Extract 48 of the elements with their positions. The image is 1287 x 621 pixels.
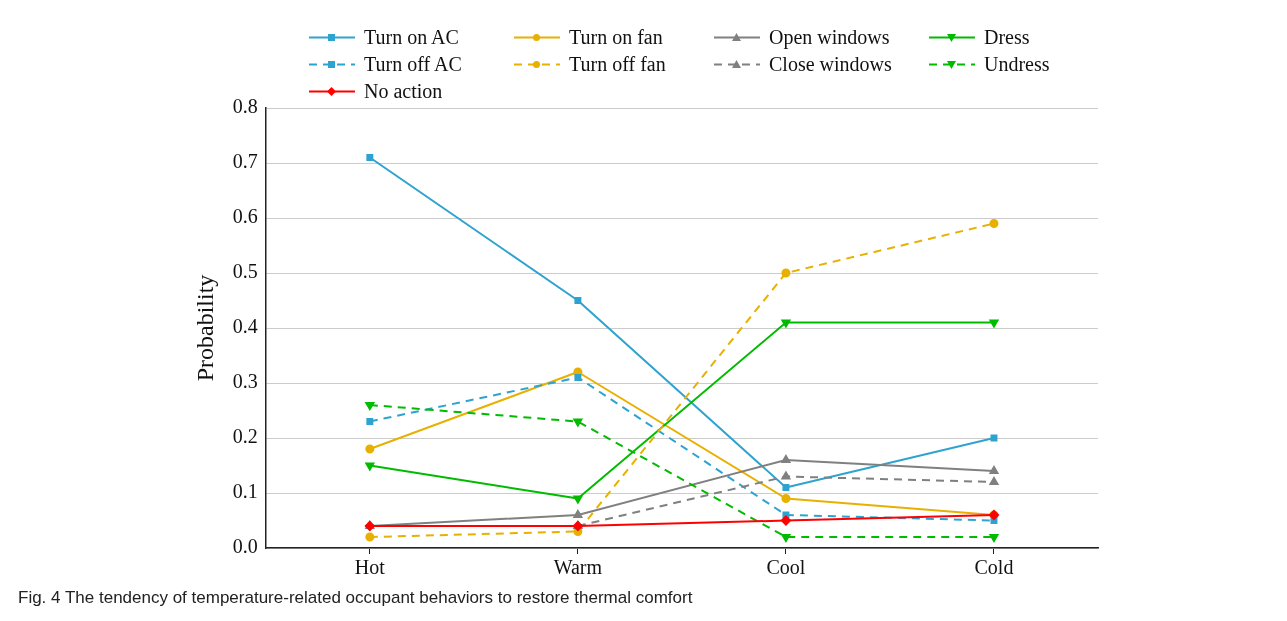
point: [780, 515, 791, 526]
point: [573, 510, 583, 518]
legend-label: Turn on AC: [364, 26, 459, 49]
y-tick-label: 0.5: [232, 260, 258, 283]
legend-label: Open windows: [769, 26, 890, 49]
legend-label: Close windows: [769, 53, 892, 76]
point: [989, 219, 999, 228]
point: [781, 494, 791, 503]
legend-label: No action: [364, 80, 443, 103]
point: [781, 534, 791, 542]
point: [365, 462, 375, 471]
point: [989, 319, 999, 328]
y-tick-label: 0.4: [232, 315, 258, 338]
legend-label: Undress: [984, 53, 1050, 76]
y-tick-label: 0.0: [232, 535, 258, 558]
point: [574, 374, 582, 381]
x-tick-label: Hot: [354, 556, 386, 579]
legend-label: Turn off AC: [364, 53, 462, 76]
legend-label: Turn on fan: [569, 26, 663, 49]
point: [573, 495, 583, 504]
point: [781, 455, 791, 463]
point: [366, 154, 374, 161]
x-tick-label: Cold: [974, 556, 1014, 579]
caption: Fig. 4 The tendency of temperature-related occupant behaviors to restore thermal comfort: [18, 588, 693, 608]
legend-label: Turn off fan: [569, 53, 666, 76]
point: [781, 471, 791, 480]
x-tick-label: Cool: [766, 556, 806, 579]
point: [989, 477, 999, 485]
point: [365, 402, 375, 410]
y-axis-title: Probability: [191, 274, 218, 382]
point: [365, 444, 375, 454]
y-tick-label: 0.6: [232, 205, 258, 228]
point: [989, 534, 999, 542]
point: [573, 418, 583, 427]
point: [781, 319, 791, 328]
y-tick-label: 0.7: [232, 150, 258, 173]
point: [782, 484, 790, 491]
y-tick-label: 0.8: [232, 95, 258, 118]
y-tick-label: 0.2: [232, 425, 258, 448]
y-tick-label: 0.3: [232, 370, 258, 393]
legend-label: Dress: [984, 26, 1030, 49]
x-tick-label: Warm: [553, 556, 603, 579]
y-tick-label: 0.1: [232, 480, 258, 503]
point: [366, 418, 374, 425]
point: [365, 532, 375, 542]
point: [574, 297, 582, 304]
point: [989, 466, 999, 474]
point: [781, 268, 791, 278]
